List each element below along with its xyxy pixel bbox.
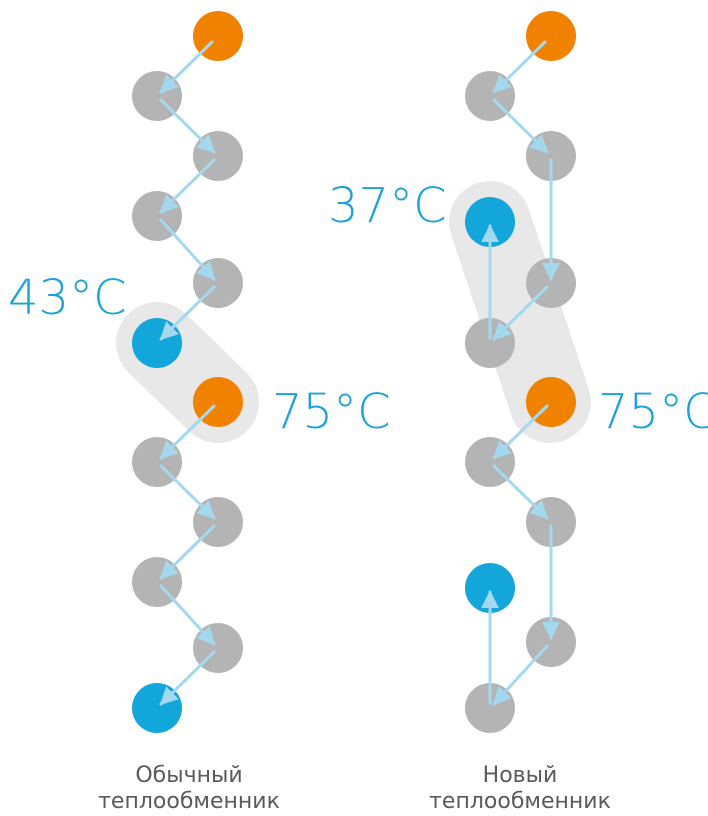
temperature-labels: 43°C 75°C 37°C 75°C — [8, 178, 708, 440]
left-arrow-10 — [159, 650, 216, 706]
right-arrow-2 — [492, 98, 549, 154]
right-temp-low-label: 37°C — [328, 178, 447, 234]
right-arrow-6 — [492, 404, 549, 460]
right-node-4-cold — [465, 197, 515, 247]
left-arrow-1 — [159, 40, 214, 94]
captions: Обычный теплообменник Новый теплообменни… — [98, 763, 611, 814]
right-node-10-cold — [465, 563, 515, 613]
left-arrow-3 — [159, 158, 216, 214]
left-arrow-2 — [159, 98, 216, 154]
left-arrow-6 — [159, 404, 216, 460]
left-caption-line-2: теплообменник — [98, 789, 280, 814]
left-arrow-9 — [159, 584, 216, 646]
arrow-layer — [159, 40, 560, 706]
right-temp-high-label: 75°C — [598, 384, 708, 440]
left-temp-low-label: 43°C — [8, 270, 127, 326]
left-arrow-8 — [159, 524, 216, 580]
left-temp-high-label: 75°C — [272, 384, 391, 440]
left-arrow-5 — [159, 285, 216, 341]
left-arrow-7 — [159, 464, 216, 520]
right-caption-line-2: теплообменник — [429, 789, 611, 814]
right-caption-line-1: Новый — [483, 763, 558, 788]
right-arrow-7 — [492, 464, 549, 520]
left-caption-line-1: Обычный — [135, 763, 242, 788]
right-arrow-9 — [492, 644, 549, 706]
left-arrow-4 — [159, 218, 216, 281]
right-arrow-1 — [492, 40, 547, 94]
right-arrow-4 — [492, 285, 549, 341]
